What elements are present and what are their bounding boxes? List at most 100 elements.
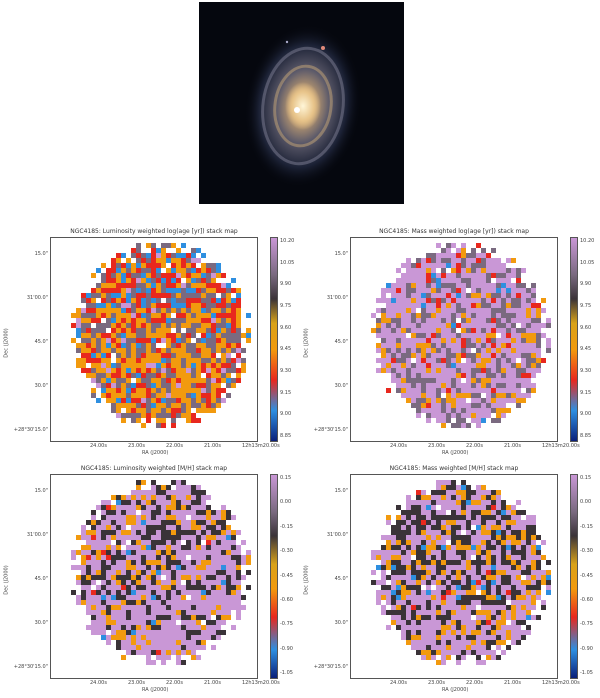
map-pixel: [501, 333, 506, 338]
map-pixel: [421, 510, 426, 515]
map-pixel: [386, 565, 391, 570]
map-pixel: [451, 258, 456, 263]
map-pixel: [206, 388, 211, 393]
colorbar-tick-label: 9.90: [280, 281, 292, 288]
map-pixel: [526, 590, 531, 595]
map-pixel: [491, 288, 496, 293]
map-pixel: [416, 338, 421, 343]
map-pixel: [231, 308, 236, 313]
map-pixel: [401, 313, 406, 318]
map-pixel: [456, 525, 461, 530]
map-pixel: [211, 303, 216, 308]
map-pixel: [491, 620, 496, 625]
map-pixel: [506, 515, 511, 520]
map-pixel: [496, 303, 501, 308]
map-pixel: [151, 520, 156, 525]
map-pixel: [206, 318, 211, 323]
map-pixel: [101, 600, 106, 605]
map-pixel: [181, 575, 186, 580]
map-pixel: [401, 383, 406, 388]
map-pixel: [456, 283, 461, 288]
map-pixel: [426, 388, 431, 393]
map-pixel: [401, 363, 406, 368]
map-pixel: [81, 530, 86, 535]
map-pixel: [421, 520, 426, 525]
map-pixel: [146, 398, 151, 403]
map-pixel: [176, 308, 181, 313]
map-pixel: [166, 353, 171, 358]
map-pixel: [481, 363, 486, 368]
map-pixel: [121, 600, 126, 605]
map-pixel: [216, 525, 221, 530]
map-pixel: [101, 288, 106, 293]
map-pixel: [416, 610, 421, 615]
map-pixel: [506, 328, 511, 333]
map-pixel: [471, 625, 476, 630]
map-pixel: [431, 323, 436, 328]
map-pixel: [71, 590, 76, 595]
map-pixel: [431, 403, 436, 408]
map-pixel: [426, 323, 431, 328]
colorbar-tick-label: 0.15: [580, 475, 592, 481]
map-pixel: [466, 600, 471, 605]
map-pixel: [166, 515, 171, 520]
map-pixel: [431, 303, 436, 308]
map-pixel: [486, 635, 491, 640]
map-pixel: [91, 333, 96, 338]
map-pixel: [226, 313, 231, 318]
map-pixel: [436, 293, 441, 298]
map-pixel: [466, 620, 471, 625]
map-pixel: [416, 383, 421, 388]
map-pixel: [521, 323, 526, 328]
map-pixel: [221, 303, 226, 308]
map-pixel: [466, 353, 471, 358]
map-pixel: [426, 520, 431, 525]
map-pixel: [76, 348, 81, 353]
map-pixel: [461, 575, 466, 580]
map-pixel: [106, 293, 111, 298]
map-pixel: [426, 413, 431, 418]
map-pixel: [511, 530, 516, 535]
map-pixel: [166, 650, 171, 655]
map-pixel: [396, 318, 401, 323]
map-pixel: [516, 515, 521, 520]
map-pixel: [141, 540, 146, 545]
map-pixel: [96, 348, 101, 353]
map-pixel: [116, 605, 121, 610]
map-pixel: [441, 525, 446, 530]
map-pixel: [156, 253, 161, 258]
map-pixel: [451, 358, 456, 363]
colorbar-tick-label: 9.75: [280, 303, 292, 309]
map-pixel: [401, 595, 406, 600]
map-pixel: [121, 635, 126, 640]
map-pixel: [486, 258, 491, 263]
map-pixel: [206, 278, 211, 283]
map-pixel: [521, 363, 526, 368]
map-pixel: [136, 328, 141, 333]
map-pixel: [81, 313, 86, 318]
map-pixel: [421, 273, 426, 278]
map-pixel: [456, 495, 461, 500]
map-pixel: [381, 595, 386, 600]
map-pixel: [456, 505, 461, 510]
map-pixel: [181, 570, 186, 575]
map-pixel: [101, 535, 106, 540]
map-pixel: [86, 373, 91, 378]
map-pixel: [116, 333, 121, 338]
map-pixel: [446, 485, 451, 490]
map-pixel: [196, 268, 201, 273]
map-pixel: [496, 595, 501, 600]
map-pixel: [431, 268, 436, 273]
map-pixel: [406, 288, 411, 293]
map-pixel: [481, 560, 486, 565]
map-pixel: [111, 630, 116, 635]
map-pixel: [121, 303, 126, 308]
map-pixel: [136, 645, 141, 650]
map-pixel: [496, 328, 501, 333]
map-pixel: [231, 328, 236, 333]
map-pixel: [131, 615, 136, 620]
map-pixel: [171, 378, 176, 383]
map-pixel: [441, 585, 446, 590]
map-pixel: [491, 398, 496, 403]
map-pixel: [206, 545, 211, 550]
